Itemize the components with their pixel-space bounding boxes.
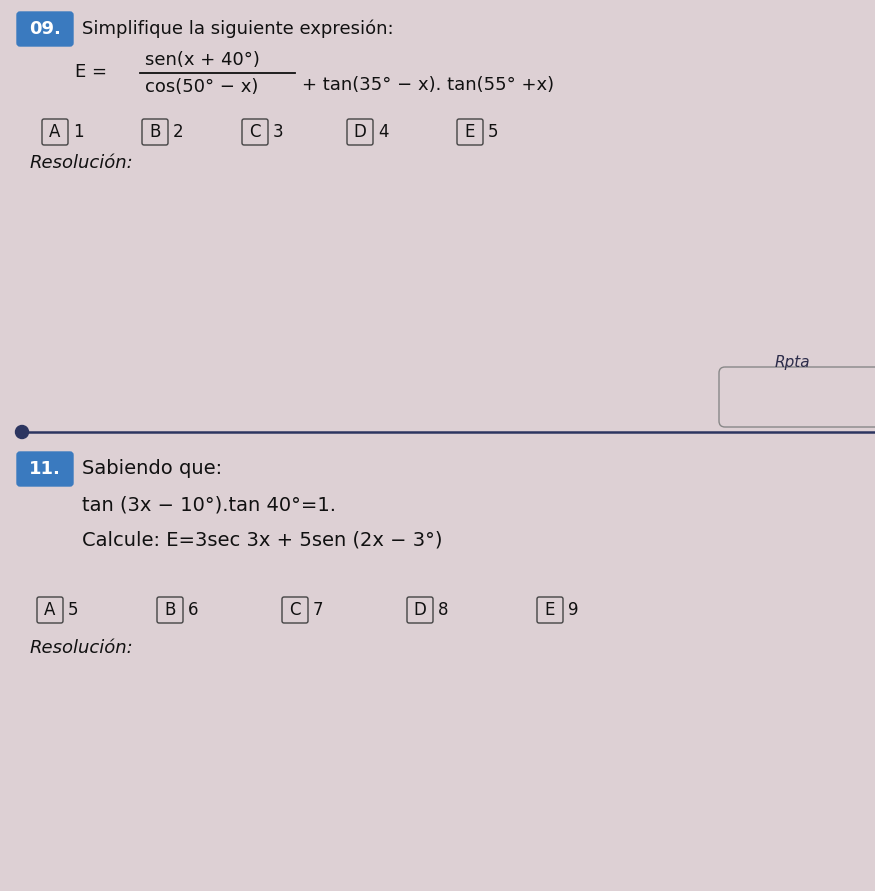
- Text: 5: 5: [68, 601, 79, 619]
- Text: 4: 4: [378, 123, 388, 141]
- Text: Resolución:: Resolución:: [30, 639, 134, 657]
- Text: A: A: [45, 601, 56, 619]
- Text: 9: 9: [568, 601, 578, 619]
- Text: 09.: 09.: [29, 20, 61, 38]
- Text: Resolución:: Resolución:: [30, 154, 134, 172]
- Text: Simplifique la siguiente expresión:: Simplifique la siguiente expresión:: [82, 20, 394, 38]
- Text: D: D: [414, 601, 426, 619]
- Text: 3: 3: [273, 123, 284, 141]
- Text: 11.: 11.: [29, 460, 61, 478]
- Text: 1: 1: [73, 123, 84, 141]
- Text: tan (3x − 10°).tan 40°=1.: tan (3x − 10°).tan 40°=1.: [82, 495, 336, 514]
- Text: Rpta: Rpta: [774, 355, 810, 370]
- Circle shape: [16, 426, 29, 438]
- Text: E: E: [545, 601, 556, 619]
- Text: Sabiendo que:: Sabiendo que:: [82, 460, 222, 478]
- Text: B: B: [150, 123, 161, 141]
- Text: D: D: [354, 123, 367, 141]
- Text: C: C: [249, 123, 261, 141]
- Text: 7: 7: [313, 601, 324, 619]
- Text: E =: E =: [75, 63, 107, 81]
- FancyBboxPatch shape: [17, 12, 73, 46]
- Text: E: E: [465, 123, 475, 141]
- Text: 8: 8: [438, 601, 449, 619]
- Text: C: C: [290, 601, 301, 619]
- Text: 2: 2: [173, 123, 184, 141]
- Text: cos(50° − x): cos(50° − x): [145, 78, 258, 96]
- FancyBboxPatch shape: [17, 452, 73, 486]
- Text: sen(x + 40°): sen(x + 40°): [145, 51, 260, 69]
- Text: Calcule: E=3sec 3x + 5sen (2x − 3°): Calcule: E=3sec 3x + 5sen (2x − 3°): [82, 530, 443, 550]
- Text: + tan(35° − x). tan(55° +x): + tan(35° − x). tan(55° +x): [302, 76, 554, 94]
- Text: A: A: [49, 123, 60, 141]
- Text: 5: 5: [488, 123, 499, 141]
- Text: B: B: [164, 601, 176, 619]
- Text: 6: 6: [188, 601, 199, 619]
